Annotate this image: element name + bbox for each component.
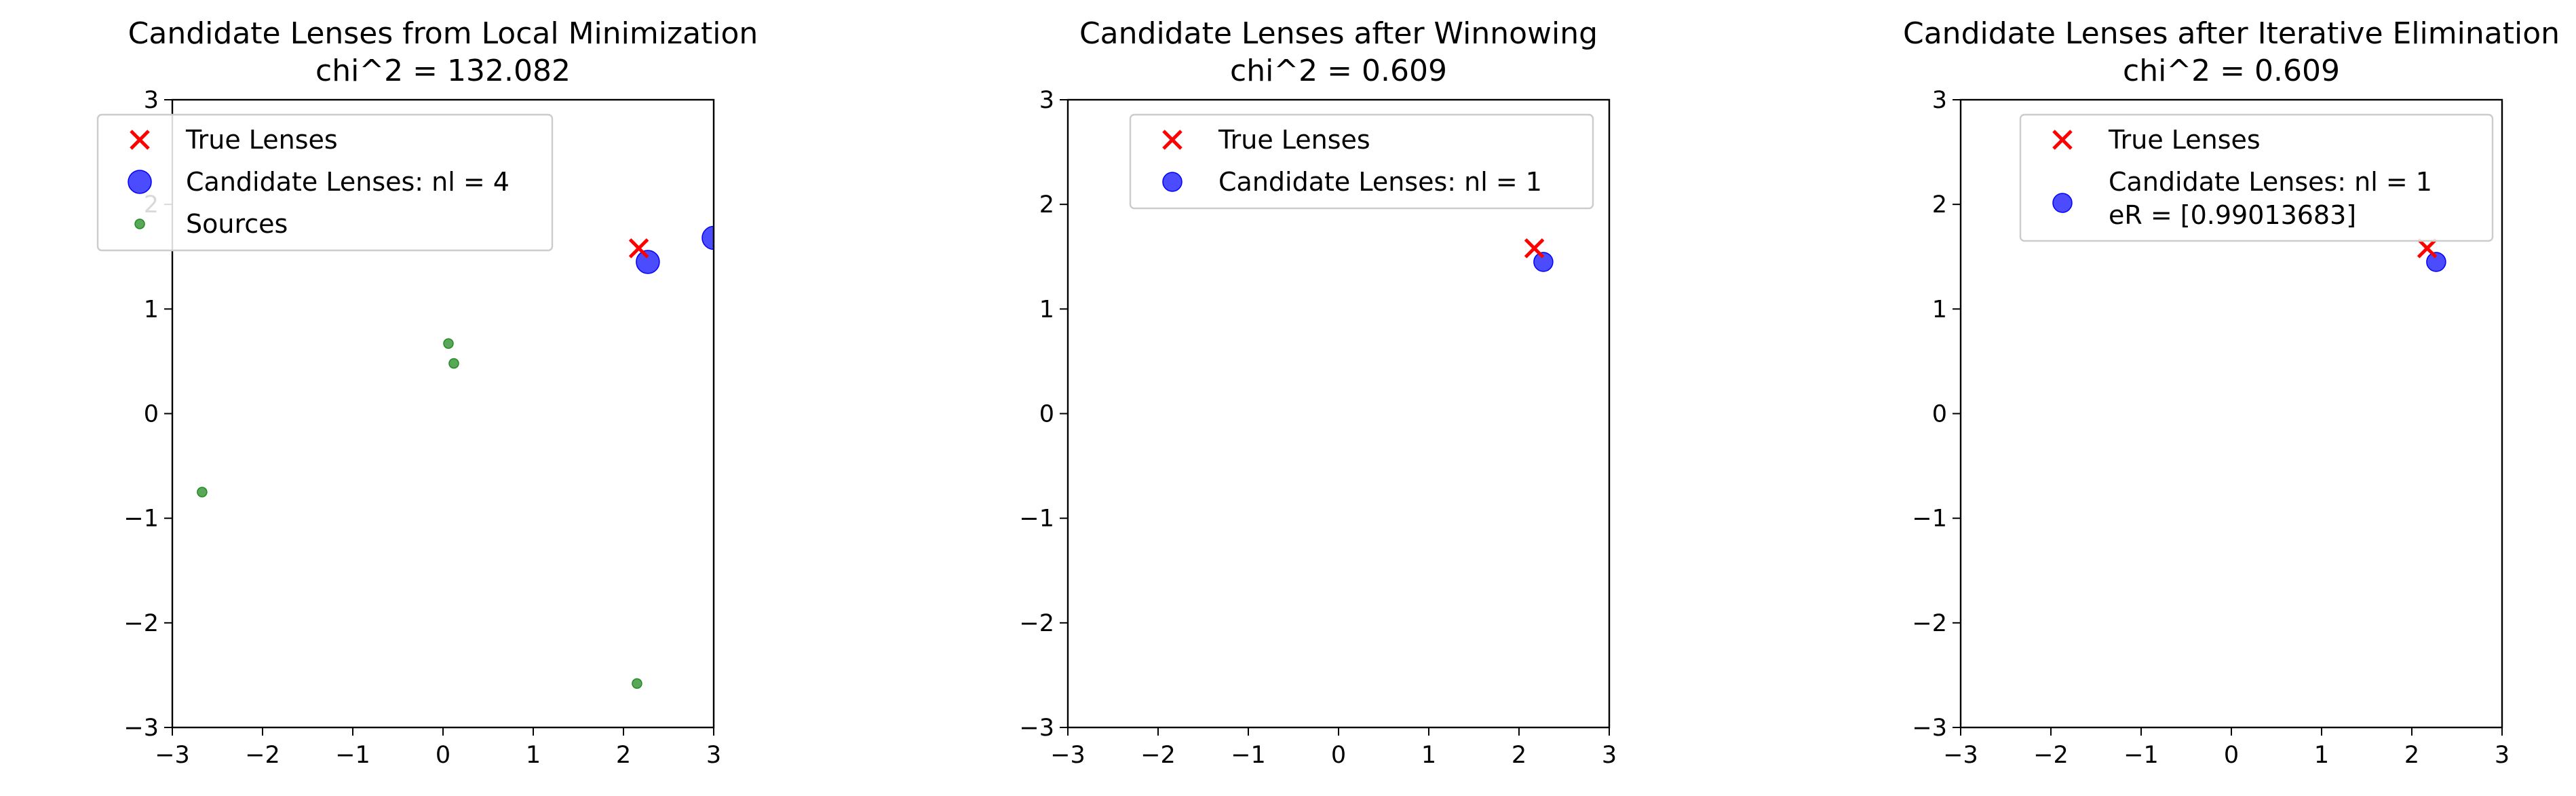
x-tick-label: −3 <box>155 742 190 769</box>
legend-box <box>1129 113 1594 210</box>
x-tick-label: 1 <box>1421 742 1436 769</box>
plot-area <box>1524 238 1554 272</box>
y-tick-label: 1 <box>144 296 159 323</box>
legend-label: True Lenses <box>1218 125 1370 155</box>
y-tick-label: 2 <box>1932 191 1947 219</box>
x-tick-label: −3 <box>1943 742 1978 769</box>
source-point <box>448 358 459 369</box>
y-tick-label: 2 <box>1039 191 1054 219</box>
candidate-lens-point <box>1533 252 1554 272</box>
x-tick-label: −1 <box>2123 742 2159 769</box>
chart-title: Candidate Lenses from Local Minimization <box>128 16 758 51</box>
x-tick-label: 3 <box>2495 742 2510 769</box>
y-tick-label: 1 <box>1039 296 1054 323</box>
legend-marker <box>130 130 150 150</box>
legend-label: Candidate Lenses: nl = 1 <box>2109 167 2432 197</box>
legend-label: Sources <box>186 209 288 239</box>
y-tick-label: −1 <box>123 506 159 533</box>
true-lens-point <box>628 238 649 259</box>
plot-area <box>2417 238 2446 272</box>
y-tick-label: −2 <box>1019 610 1054 637</box>
x-tick-label: −3 <box>1050 742 1085 769</box>
x-tick-label: −1 <box>335 742 370 769</box>
candidate-lens-point <box>701 225 714 250</box>
legend-label: True Lenses <box>185 125 338 155</box>
x-tick-label: 0 <box>436 742 450 769</box>
x-tick-label: 0 <box>1331 742 1346 769</box>
subplot-1: Candidate Lenses from Local Minimization… <box>96 16 758 769</box>
legend-label: True Lenses <box>2108 125 2261 155</box>
y-tick-label: −2 <box>123 610 159 637</box>
chart-title: Candidate Lenses after Winnowing <box>1079 16 1598 51</box>
y-tick-label: 0 <box>1039 401 1054 428</box>
y-tick-label: −1 <box>1912 506 1947 533</box>
candidate-lens-point <box>636 250 660 274</box>
legend-marker <box>2052 193 2073 213</box>
subplot-3: Candidate Lenses after Iterative Elimina… <box>1903 16 2560 769</box>
axes-frame <box>171 98 715 729</box>
legend-label: Candidate Lenses: nl = 1 <box>1218 167 1542 197</box>
x-tick-label: 2 <box>616 742 631 769</box>
y-tick-label: −3 <box>123 715 159 742</box>
legend-marker <box>1162 130 1183 150</box>
legend-label: Candidate Lenses: nl = 4 <box>186 167 510 197</box>
legend-label-line2: eR = [0.99013683] <box>2109 200 2356 230</box>
legend: True Lenses Candidate Lenses: nl = 4 Sourc… <box>96 113 554 252</box>
chart-subtitle: chi^2 = 0.609 <box>2123 54 2340 88</box>
x-tick-label: 3 <box>706 742 721 769</box>
y-tick-label: 3 <box>1932 87 1947 114</box>
y-tick-label: 3 <box>1039 87 1054 114</box>
legend-box <box>96 113 554 252</box>
x-tick-label: −2 <box>245 742 280 769</box>
legend: True Lenses Candidate Lenses: nl = 1 <box>1129 113 1594 210</box>
y-tick-label: −1 <box>1019 506 1054 533</box>
legend-marker <box>1162 172 1183 192</box>
y-tick-label: −3 <box>1912 715 1947 742</box>
y-tick-label: 0 <box>144 401 159 428</box>
chart-subtitle: chi^2 = 0.609 <box>1230 54 1447 88</box>
legend-box <box>2019 113 2494 242</box>
x-tick-label: −2 <box>2033 742 2069 769</box>
plot-area <box>197 225 714 689</box>
x-tick-label: 3 <box>1602 742 1617 769</box>
x-tick-label: −2 <box>1140 742 1176 769</box>
x-tick-label: 1 <box>526 742 541 769</box>
source-point <box>197 487 208 497</box>
x-tick-label: 2 <box>1512 742 1526 769</box>
legend-marker <box>134 219 145 229</box>
x-tick-label: 2 <box>2404 742 2419 769</box>
axes-frame <box>1959 98 2503 729</box>
y-tick-label: 3 <box>144 87 159 114</box>
source-point <box>443 338 454 349</box>
x-tick-label: 1 <box>2314 742 2329 769</box>
y-tick-label: −2 <box>1912 610 1947 637</box>
true-lens-point <box>1524 238 1545 259</box>
x-tick-label: 0 <box>2224 742 2239 769</box>
axes-frame <box>1066 98 1611 729</box>
true-lens-point <box>2417 238 2438 259</box>
x-tick-label: −1 <box>1231 742 1266 769</box>
y-tick-label: 1 <box>1932 296 1947 323</box>
source-point <box>632 678 642 689</box>
chart-title: Candidate Lenses after Iterative Elimina… <box>1903 16 2560 51</box>
candidate-lens-point <box>2426 252 2446 272</box>
y-tick-label: 0 <box>1932 401 1947 428</box>
legend: True Lenses Candidate Lenses: nl = 1 eR =… <box>2019 113 2494 242</box>
y-tick-label: −3 <box>1019 715 1054 742</box>
chart-subtitle: chi^2 = 132.082 <box>315 54 571 88</box>
legend-marker <box>2052 130 2073 150</box>
legend-marker <box>128 170 152 194</box>
